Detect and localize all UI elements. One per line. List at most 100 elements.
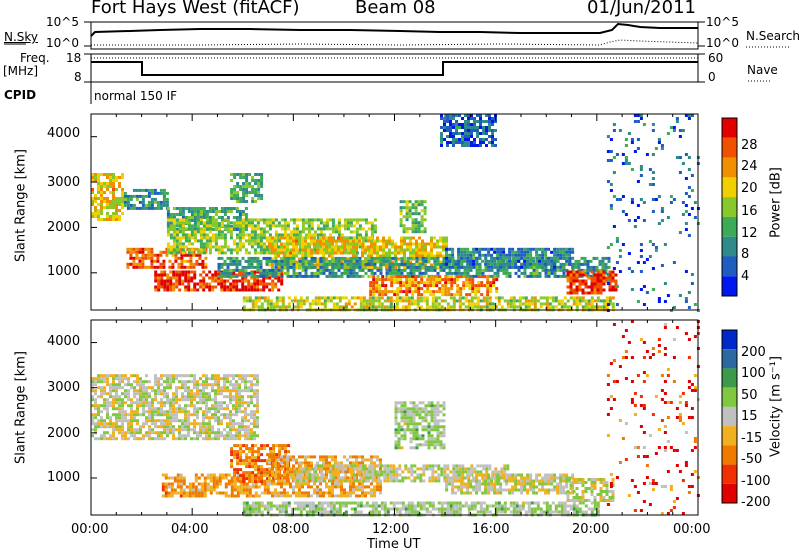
power-cell xyxy=(491,302,495,306)
power-cell xyxy=(381,284,385,288)
power-cell xyxy=(313,245,316,249)
power-cell xyxy=(592,271,596,275)
velocity-cell xyxy=(148,416,151,420)
freq-tick-lo: 8 xyxy=(74,70,82,84)
velocity-cell xyxy=(157,386,160,390)
power-cell xyxy=(328,218,332,222)
power-cell xyxy=(411,278,415,282)
power-cell xyxy=(202,245,206,249)
power-cell xyxy=(399,281,403,285)
power-cell xyxy=(379,256,383,260)
velocity-cell xyxy=(94,392,97,396)
power-cell xyxy=(349,262,353,266)
power-cell xyxy=(376,239,379,243)
power-cell xyxy=(310,239,313,243)
power-cell xyxy=(657,138,661,141)
power-cell xyxy=(334,239,337,243)
power-cell xyxy=(423,206,427,210)
power-cell xyxy=(502,259,506,263)
power-cell xyxy=(253,242,257,246)
velocity-cell xyxy=(142,410,145,414)
velocity-cell xyxy=(172,377,175,381)
power-cell xyxy=(220,285,224,289)
power-cell xyxy=(304,268,308,272)
power-cell xyxy=(450,284,454,288)
power-cell xyxy=(447,278,451,282)
power-cell xyxy=(383,305,387,309)
power-cell xyxy=(262,230,266,234)
power-cell xyxy=(505,256,509,260)
power-cell xyxy=(242,185,246,188)
power-cell xyxy=(298,266,301,270)
power-cell xyxy=(250,276,254,280)
velocity-cell xyxy=(241,404,244,408)
power-cell xyxy=(166,218,170,222)
velocity-cell xyxy=(229,437,232,441)
power-cell xyxy=(496,265,500,269)
power-cell xyxy=(458,138,461,141)
power-cell xyxy=(205,227,209,231)
velocity-cell xyxy=(94,407,97,411)
power-cell xyxy=(455,138,458,141)
power-cell xyxy=(508,271,512,275)
velocity-cell xyxy=(214,410,217,414)
velocity-cell xyxy=(115,374,118,378)
velocity-cell xyxy=(94,404,97,408)
power-cell xyxy=(639,174,643,177)
station-title: Fort Hays West (fitACF) xyxy=(91,0,300,18)
power-cell xyxy=(217,227,221,231)
power-cell xyxy=(572,279,576,283)
power-cell xyxy=(362,305,366,309)
power-cell xyxy=(97,176,100,179)
power-cell xyxy=(263,296,267,300)
velocity-cell xyxy=(160,377,163,381)
power-cell xyxy=(349,224,353,228)
power-cell xyxy=(295,260,298,264)
power-cell xyxy=(169,222,173,225)
power-cell xyxy=(106,200,109,203)
velocity-cell xyxy=(253,374,256,378)
power-cell xyxy=(464,120,467,123)
velocity-cell xyxy=(190,428,193,432)
power-cell xyxy=(220,282,224,286)
power-cell xyxy=(358,274,362,278)
power-cell xyxy=(286,265,290,269)
power-cell xyxy=(199,213,203,216)
power-cell xyxy=(604,265,608,269)
velocity-cell xyxy=(217,416,220,420)
power-cell xyxy=(417,281,421,285)
velocity-cell xyxy=(145,419,148,423)
power-cell xyxy=(551,299,555,303)
power-cell xyxy=(593,276,597,280)
power-cell xyxy=(193,285,197,289)
power-cell xyxy=(238,213,242,216)
power-cell xyxy=(678,294,682,297)
power-cell xyxy=(253,285,257,289)
power-cell xyxy=(174,259,178,263)
power-cell xyxy=(254,188,258,191)
power-cell xyxy=(278,299,282,303)
power-cell xyxy=(359,299,363,303)
power-cell xyxy=(175,207,179,210)
power-cell xyxy=(265,239,269,243)
noise-tick-hi-right: 10^5 xyxy=(706,15,739,29)
power-cell xyxy=(413,302,417,306)
power-cell xyxy=(470,123,473,126)
power-cell xyxy=(542,296,546,300)
velocity-cell xyxy=(244,431,247,435)
power-cell xyxy=(112,218,115,221)
power-cell xyxy=(253,276,257,280)
power-cell xyxy=(304,259,308,263)
power-cell xyxy=(286,259,290,263)
power-cell xyxy=(286,233,290,237)
power-cell xyxy=(444,287,448,291)
power-cell xyxy=(598,262,602,266)
power-cell xyxy=(578,296,582,300)
power-cell xyxy=(669,195,673,198)
power-cell xyxy=(178,221,182,225)
power-cell xyxy=(325,251,328,255)
power-cell xyxy=(427,274,431,278)
power-cell xyxy=(226,285,230,289)
power-cell xyxy=(178,279,182,283)
power-cell xyxy=(443,120,446,123)
